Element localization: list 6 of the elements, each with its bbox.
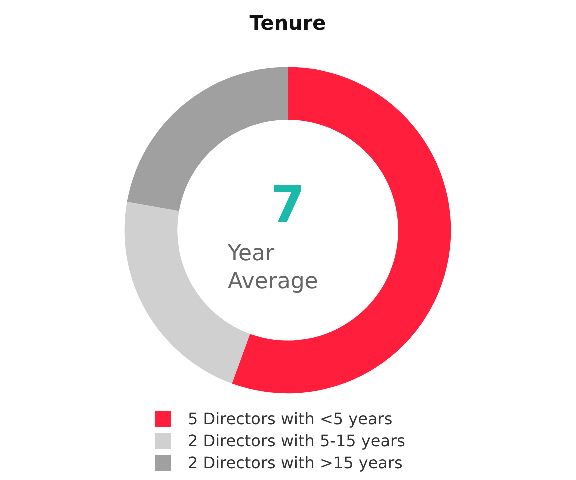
legend-label: 2 Directors with 5-15 years	[188, 432, 406, 450]
chart-title: Tenure	[250, 11, 326, 35]
text: 7	[270, 176, 306, 234]
text: Year Average	[227, 242, 318, 294]
legend-label: 2 Directors with >15 years	[188, 454, 403, 472]
legend-label: 5 Directors with <5 years	[188, 410, 393, 428]
